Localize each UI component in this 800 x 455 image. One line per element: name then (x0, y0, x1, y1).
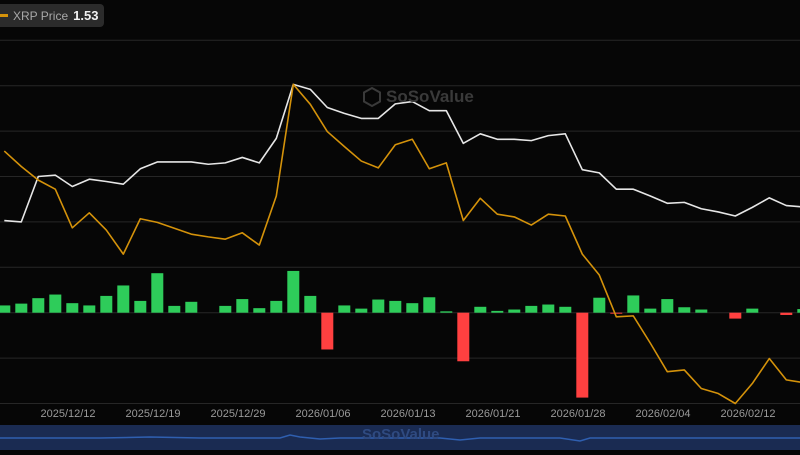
watermark-text: SoSoValue (386, 87, 474, 106)
navigator-watermark-text: SoSoValue (362, 426, 440, 443)
flow-bar (372, 299, 385, 313)
flow-bar (729, 312, 742, 319)
x-tick-label: 2026/01/06 (295, 408, 351, 420)
flow-bar (355, 308, 368, 313)
x-tick-label: 2025/12/12 (40, 408, 96, 420)
flow-bar (610, 312, 623, 314)
flow-bar (100, 295, 113, 313)
legend-value: 1.53 (73, 8, 99, 23)
flow-bar (304, 295, 317, 313)
flow-bar (593, 297, 606, 313)
flow-bar (525, 305, 538, 313)
flow-bar (389, 300, 402, 313)
legend-label: XRP Price (13, 8, 69, 23)
x-tick-label: 2025/12/29 (210, 408, 266, 420)
flow-bar (678, 307, 691, 313)
flow-bar (440, 311, 453, 313)
legend-swatch-xrp-price (0, 14, 8, 17)
flow-bar (644, 308, 657, 313)
navigator-watermark: SoSoValue (362, 426, 440, 443)
flow-bar (15, 303, 28, 313)
flow-bar (236, 299, 249, 313)
flow-bar (134, 300, 147, 313)
sosovalue-logo-icon (363, 87, 381, 107)
flow-bar (406, 303, 419, 313)
chart-plot-area (0, 39, 800, 405)
flow-bar (746, 308, 759, 313)
white-series-line (4, 83, 800, 223)
flow-bar (168, 305, 181, 313)
flow-bar (270, 300, 283, 313)
flow-bar (338, 305, 351, 313)
xrp-price-line (3, 83, 800, 405)
flow-bar (797, 309, 800, 313)
x-tick-label: 2026/01/13 (380, 408, 436, 420)
flow-bar (321, 312, 334, 350)
flow-bar (219, 305, 232, 313)
flow-bar (474, 306, 487, 313)
x-tick-label: 2026/01/21 (465, 408, 521, 420)
flow-bar (457, 312, 470, 362)
watermark: SoSoValue (362, 87, 474, 107)
range-navigator[interactable]: SoSoValue (0, 425, 800, 450)
flow-bar (661, 299, 674, 313)
flow-bar (627, 295, 640, 313)
flow-bar (253, 308, 266, 313)
flow-bar (780, 312, 793, 315)
flow-bar (559, 306, 572, 313)
flow-bar (49, 294, 62, 313)
navigator-line (0, 434, 800, 442)
x-tick-label: 2025/12/19 (125, 408, 181, 420)
flow-bar (508, 309, 521, 313)
flow-bar (117, 285, 130, 313)
legend: XRP Price 1.53 (0, 4, 105, 27)
flow-bar (185, 301, 198, 313)
flow-bar (66, 303, 79, 313)
flow-bar (423, 297, 436, 313)
flow-bar (0, 305, 11, 313)
x-tick-label: 2026/02/04 (635, 408, 691, 420)
flow-bar (32, 298, 45, 313)
flow-bar (576, 312, 589, 398)
flow-bar (542, 304, 555, 313)
flow-bar (287, 270, 300, 313)
flow-bar (491, 310, 504, 313)
flow-bar (83, 305, 96, 313)
x-tick-label: 2026/02/12 (720, 408, 776, 420)
x-tick-label: 2026/01/28 (550, 408, 606, 420)
flow-bar (151, 273, 164, 313)
flow-bar (695, 309, 708, 313)
